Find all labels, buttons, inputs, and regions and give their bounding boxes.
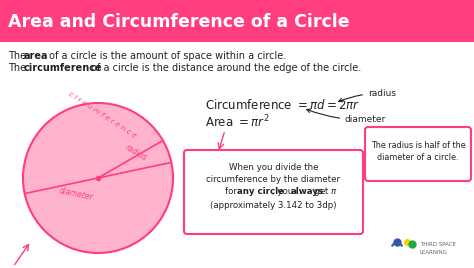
Text: THIRD SPACE: THIRD SPACE	[420, 241, 456, 247]
Text: diameter: diameter	[307, 109, 386, 125]
Text: The: The	[8, 63, 29, 73]
Text: The radius is half of the: The radius is half of the	[371, 140, 465, 150]
Text: get $\pi$: get $\pi$	[311, 184, 338, 198]
Text: area: area	[24, 51, 48, 61]
Text: Circumference $= \pi d = 2\pi r$: Circumference $= \pi d = 2\pi r$	[205, 98, 360, 112]
Text: c i r c u m f e r e n c e: c i r c u m f e r e n c e	[67, 91, 137, 139]
FancyBboxPatch shape	[0, 0, 474, 42]
Text: radius: radius	[124, 143, 148, 163]
Text: Area $= \pi r^2$: Area $= \pi r^2$	[205, 114, 270, 130]
Text: Area and Circumference of a Circle: Area and Circumference of a Circle	[8, 13, 350, 31]
Text: diameter: diameter	[58, 186, 94, 202]
Circle shape	[23, 103, 173, 253]
Text: When you divide the: When you divide the	[229, 162, 318, 172]
FancyBboxPatch shape	[184, 150, 363, 234]
Text: circumference by the diameter: circumference by the diameter	[207, 174, 340, 184]
Text: radius: radius	[339, 88, 396, 102]
Text: of a circle is the amount of space within a circle.: of a circle is the amount of space withi…	[46, 51, 286, 61]
Text: , you: , you	[273, 187, 297, 195]
Text: any circle: any circle	[237, 187, 284, 195]
Text: always: always	[291, 187, 323, 195]
Text: for: for	[226, 187, 240, 195]
Text: The: The	[8, 51, 29, 61]
Text: of a circle is the distance around the edge of the circle.: of a circle is the distance around the e…	[88, 63, 361, 73]
Text: circumference: circumference	[24, 63, 103, 73]
FancyBboxPatch shape	[365, 127, 471, 181]
Text: (approximately 3.142 to 3dp): (approximately 3.142 to 3dp)	[210, 200, 337, 210]
Text: diameter of a circle.: diameter of a circle.	[377, 154, 459, 162]
Text: LEARNING: LEARNING	[420, 250, 448, 255]
